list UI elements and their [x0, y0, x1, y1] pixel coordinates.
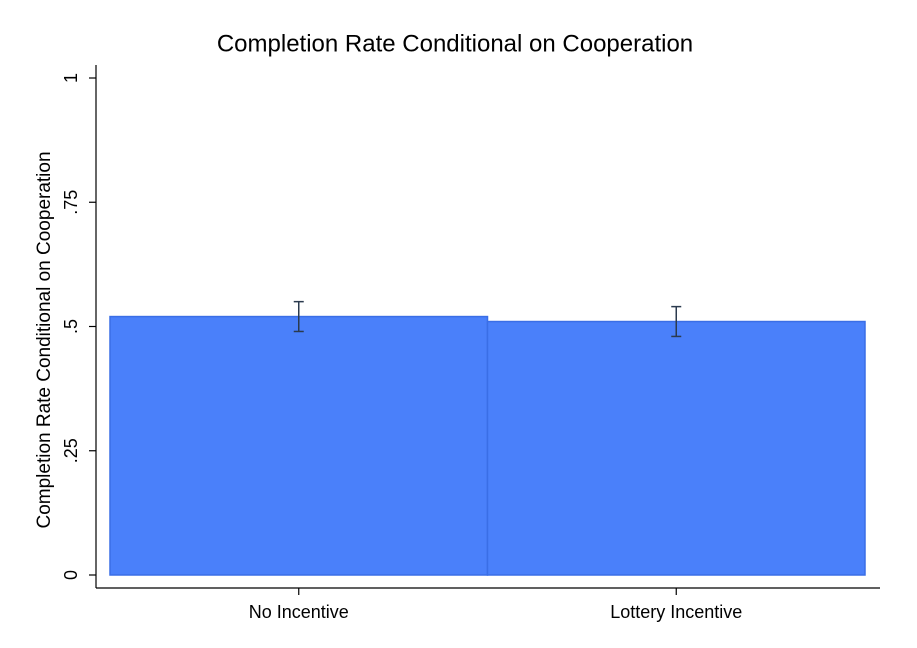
y-tick-label: .25: [61, 438, 81, 463]
x-tick-label: No Incentive: [249, 602, 349, 622]
y-tick-label: 1: [61, 73, 81, 83]
bar: [109, 315, 489, 576]
bar: [486, 320, 866, 576]
y-tick-label: 0: [61, 570, 81, 580]
chart-title: Completion Rate Conditional on Cooperati…: [217, 30, 693, 57]
y-tick-label: .75: [61, 190, 81, 215]
y-tick-label: .5: [61, 319, 81, 334]
y-axis-label: Completion Rate Conditional on Cooperati…: [34, 151, 55, 528]
x-tick-label: Lottery Incentive: [610, 602, 742, 622]
